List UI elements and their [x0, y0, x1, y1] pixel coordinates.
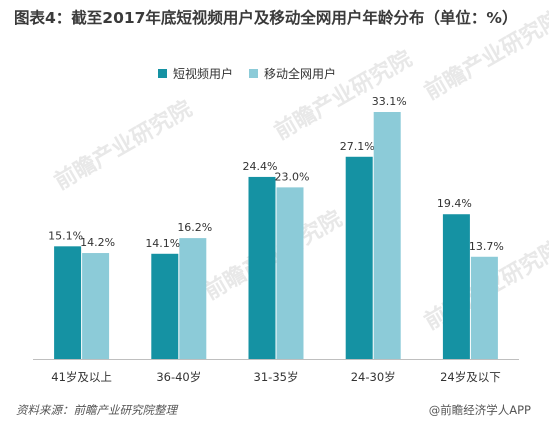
bar-mobile-total-2	[276, 187, 304, 359]
legend-label-mobile-total: 移动全网用户	[264, 66, 337, 81]
data-label-mobile-total-1: 16.2%	[177, 221, 212, 234]
data-label-mobile-total-0: 14.2%	[80, 236, 115, 249]
brand-label: @前瞻经济学人APP	[428, 403, 531, 417]
bar-mobile-total-4	[470, 256, 498, 359]
data-label-short-video-2: 24.4%	[243, 160, 278, 173]
data-label-mobile-total-4: 13.7%	[469, 240, 504, 253]
bar-mobile-total-0	[82, 253, 110, 359]
bar-short-video-4	[442, 214, 470, 359]
bar-mobile-total-1	[179, 238, 207, 359]
chart-title: 图表4：截至2017年底短视频用户及移动全网用户年龄分布（单位：%）	[14, 9, 518, 27]
legend-swatch-mobile-total	[249, 68, 259, 78]
bar-short-video-1	[151, 253, 179, 359]
bar-short-video-0	[54, 246, 82, 359]
x-tick-label-0: 41岁及以上	[51, 370, 112, 384]
x-tick-label-4: 24岁及以下	[440, 370, 501, 384]
x-tick-label-3: 24-30岁	[351, 370, 396, 384]
bar-mobile-total-3	[373, 112, 401, 359]
data-label-short-video-1: 14.1%	[145, 237, 180, 250]
x-tick-label-2: 31-35岁	[254, 370, 299, 384]
legend-item-short-video: 短视频用户	[158, 65, 233, 82]
data-label-short-video-3: 27.1%	[340, 140, 375, 153]
x-tick-label-1: 36-40岁	[156, 370, 201, 384]
legend-label-short-video: 短视频用户	[173, 66, 234, 81]
legend: 短视频用户 移动全网用户	[158, 64, 352, 82]
watermark-text: 前瞻产业研究院	[420, 6, 549, 106]
data-label-short-video-0: 15.1%	[48, 229, 83, 242]
data-label-short-video-4: 19.4%	[437, 197, 472, 210]
data-label-mobile-total-2: 23.0%	[275, 170, 310, 183]
data-label-mobile-total-3: 33.1%	[372, 95, 407, 108]
source-note: 资料来源：前瞻产业研究院整理	[16, 403, 177, 417]
bar-short-video-3	[345, 156, 373, 359]
bar-short-video-2	[248, 176, 276, 359]
legend-item-mobile-total: 移动全网用户	[249, 65, 336, 82]
legend-swatch-short-video	[158, 68, 167, 78]
watermark-text: 前瞻产业研究院	[50, 96, 196, 196]
